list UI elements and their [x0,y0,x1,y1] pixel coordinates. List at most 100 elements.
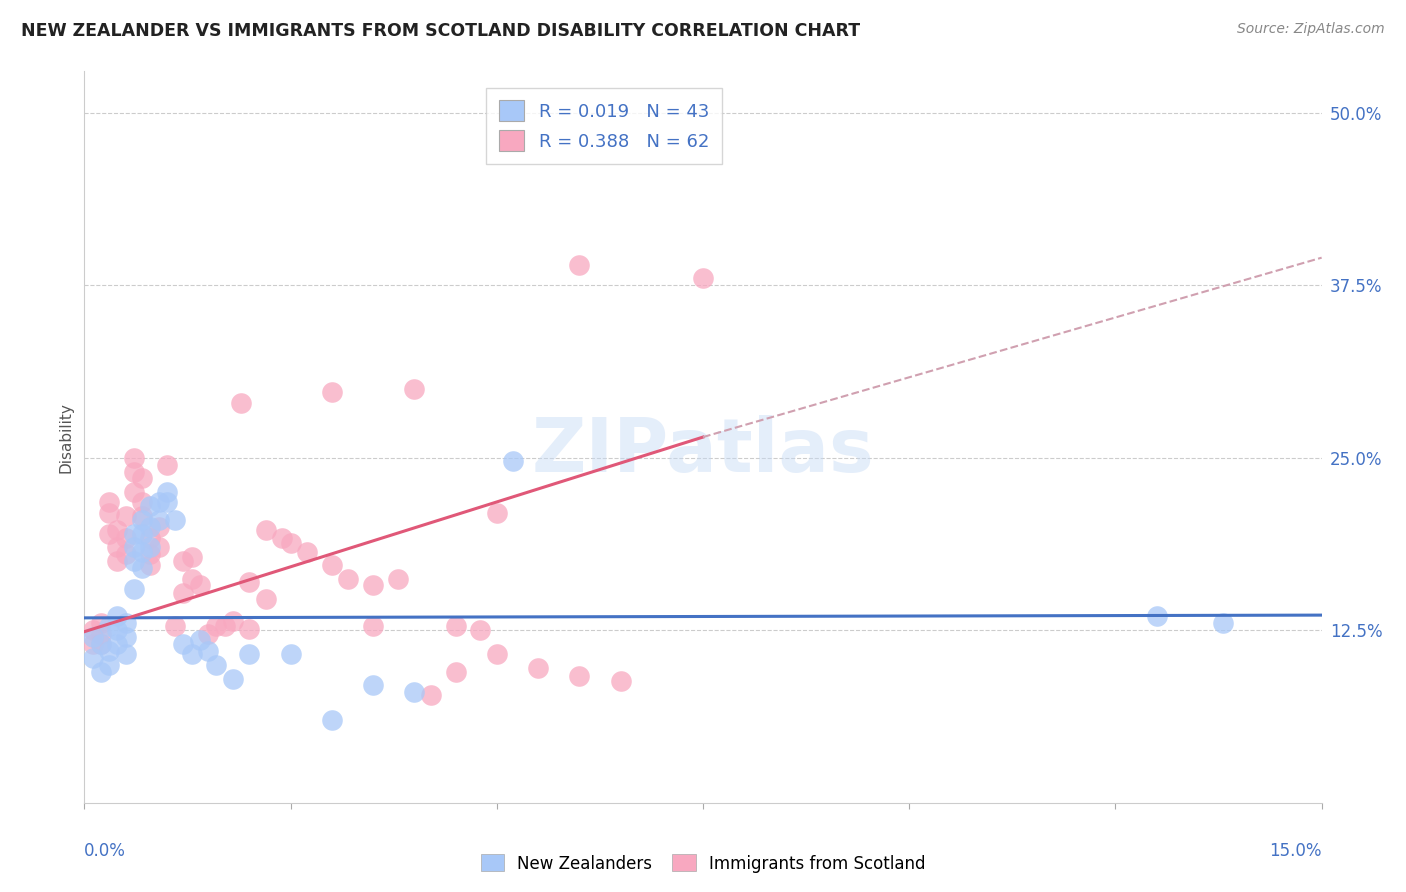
Point [139,520,162,534]
Point [271,531,294,545]
Point [470,624,492,638]
Point [90,637,112,651]
Point [485,506,508,520]
Point [361,578,384,592]
Point [82,637,104,651]
Legend: New Zealanders, Immigrants from Scotland: New Zealanders, Immigrants from Scotland [474,847,932,880]
Point [254,523,277,537]
Point [105,624,128,638]
Point [419,688,441,702]
Point [156,458,179,472]
Point [148,513,170,527]
Point [444,665,467,679]
Point [295,544,318,558]
Point [82,630,104,644]
Point [139,541,162,555]
Point [188,632,211,647]
Point [105,609,128,624]
Point [238,622,260,636]
Point [122,541,145,555]
Point [361,678,384,692]
Point [222,614,245,628]
Point [254,591,277,606]
Point [205,657,228,672]
Point [172,637,194,651]
Point [568,258,591,272]
Point [165,619,187,633]
Point [404,685,426,699]
Point [485,647,508,661]
Point [131,561,153,575]
Point [139,548,162,562]
Point [90,616,112,631]
Point [105,541,128,555]
Point [131,513,153,527]
Point [180,572,202,586]
Point [105,523,128,537]
Point [98,644,121,658]
Point [238,574,260,589]
Point [90,627,112,641]
Point [148,541,170,555]
Point [98,619,121,633]
Point [82,651,104,665]
Point [122,465,145,479]
Point [114,630,136,644]
Point [114,548,136,562]
Point [131,471,153,485]
Point [197,627,219,641]
Point [361,619,384,633]
Point [214,619,236,633]
Point [114,508,136,523]
Point [98,526,121,541]
Legend: R = 0.019   N = 43, R = 0.388   N = 62: R = 0.019 N = 43, R = 0.388 N = 62 [486,87,721,164]
Point [238,647,260,661]
Point [82,624,104,638]
Point [122,485,145,500]
Point [172,586,194,600]
Point [568,669,591,683]
Point [222,672,245,686]
Point [139,499,162,513]
Text: 15.0%: 15.0% [1270,842,1322,860]
Point [122,526,145,541]
Point [105,637,128,651]
Text: 0.0%: 0.0% [84,842,127,860]
Point [180,647,202,661]
Point [280,647,302,661]
Point [98,506,121,520]
Point [527,660,550,674]
Point [90,637,112,651]
Point [692,271,714,285]
Point [90,665,112,679]
Point [131,526,153,541]
Point [114,616,136,631]
Point [105,554,128,568]
Point [139,558,162,573]
Point [404,382,426,396]
Point [1212,616,1234,631]
Point [280,536,302,550]
Point [444,619,467,633]
Point [205,619,228,633]
Point [122,450,145,465]
Point [172,554,194,568]
Point [188,578,211,592]
Point [337,572,360,586]
Point [321,384,343,399]
Point [156,485,179,500]
Point [502,453,524,467]
Point [609,674,631,689]
Point [98,495,121,509]
Point [321,558,343,573]
Point [321,713,343,727]
Point [114,647,136,661]
Point [139,531,162,545]
Point [114,531,136,545]
Text: Source: ZipAtlas.com: Source: ZipAtlas.com [1237,22,1385,37]
Text: NEW ZEALANDER VS IMMIGRANTS FROM SCOTLAND DISABILITY CORRELATION CHART: NEW ZEALANDER VS IMMIGRANTS FROM SCOTLAN… [21,22,860,40]
Point [131,544,153,558]
Text: ZIPatlas: ZIPatlas [531,415,875,488]
Point [122,582,145,596]
Point [387,572,409,586]
